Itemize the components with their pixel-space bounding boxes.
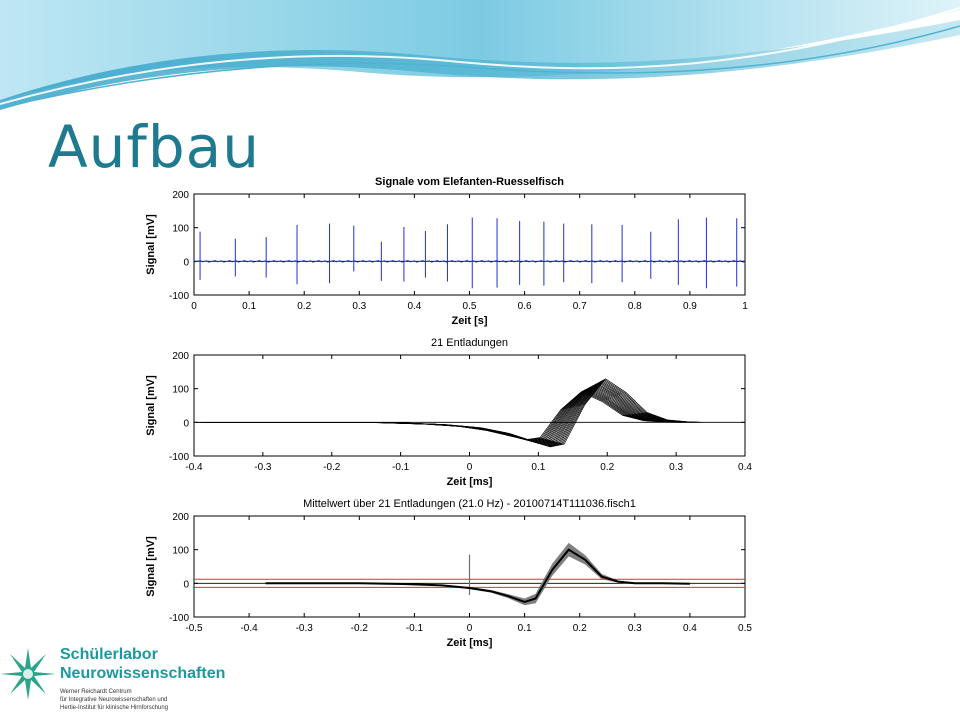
chart3-ytick-label: 100 — [172, 546, 189, 557]
chart1-xtick-label: 0.5 — [463, 301, 477, 312]
chart1-xtick-label: 0 — [191, 301, 197, 312]
chart2-discharge-trace — [219, 378, 703, 448]
chart3-ytick-label: 0 — [183, 579, 189, 590]
logo-title-2: Neurowissenschaften — [60, 665, 226, 682]
logo-subline-1: Werner Reichardt Centrum — [60, 689, 132, 695]
chart1-xtick-label: 0.4 — [407, 301, 421, 312]
chart3-ytick-label: 200 — [172, 512, 189, 523]
chart1-xtick-label: 0.2 — [297, 301, 311, 312]
chart1-ylabel: Signal [mV] — [145, 214, 157, 275]
chart3-xtick-label: 0.3 — [628, 623, 642, 634]
chart1-xtick-label: 0.9 — [683, 301, 697, 312]
logo: Schülerlabor Neurowissenschaften Werner … — [0, 638, 225, 720]
logo-star-icon — [0, 648, 56, 700]
chart2-xtick-label: 0.2 — [600, 462, 614, 473]
chart3-ylabel: Signal [mV] — [145, 536, 157, 597]
chart2-xtick-label: 0 — [467, 462, 473, 473]
chart3-xtick-label: 0.4 — [683, 623, 697, 634]
wave-decoration — [0, 0, 960, 110]
chart1-xtick-label: 0.8 — [628, 301, 642, 312]
chart3-xtick-label: 0 — [467, 623, 473, 634]
chart2-ylabel: Signal [mV] — [145, 375, 157, 436]
chart1-xtick-label: 0.1 — [242, 301, 256, 312]
chart3-xlabel: Zeit [ms] — [447, 637, 493, 649]
chart3-ytick-label: -100 — [169, 613, 189, 624]
chart2-ytick-label: 100 — [172, 385, 189, 396]
logo-subline-2: für Integrative Neurowissenschaften und — [60, 697, 168, 703]
logo-title-1: Schülerlabor — [60, 646, 158, 663]
chart1-xtick-label: 1 — [742, 301, 748, 312]
chart2-xtick-label: -0.4 — [185, 462, 203, 473]
chart2-ytick-label: 200 — [172, 351, 189, 362]
chart3-xtick-label: -0.4 — [240, 623, 258, 634]
chart3-xtick-label: 0.2 — [573, 623, 587, 634]
chart2-ytick-label: -100 — [169, 452, 189, 463]
chart2-ytick-label: 0 — [183, 418, 189, 429]
chart1-xtick-label: 0.7 — [573, 301, 587, 312]
chart1-xtick-label: 0.3 — [352, 301, 366, 312]
chart2-xtick-label: 0.3 — [669, 462, 683, 473]
chart2-xtick-label: -0.3 — [254, 462, 272, 473]
chart1-xtick-label: 0.6 — [518, 301, 532, 312]
chart3-xtick-label: 0.5 — [738, 623, 752, 634]
chart3-xtick-label: 0.1 — [518, 623, 532, 634]
chart1-ytick-label: 200 — [172, 190, 189, 201]
chart2-xlabel: Zeit [ms] — [447, 476, 493, 488]
chart3-xtick-label: -0.2 — [351, 623, 369, 634]
chart2-xtick-label: -0.2 — [323, 462, 341, 473]
chart3-xtick-label: -0.5 — [185, 623, 203, 634]
chart2-xtick-label: 0.1 — [531, 462, 545, 473]
chart1-title: Signale vom Elefanten-Ruesselfisch — [375, 176, 564, 188]
logo-subline-3: Hertie-Institut für klinische Hirnforsch… — [60, 705, 169, 711]
chart3-xtick-label: -0.1 — [406, 623, 424, 634]
chart1-xlabel: Zeit [s] — [451, 315, 487, 327]
chart1-ytick-label: 0 — [183, 257, 189, 268]
chart1-baseline — [193, 259, 746, 263]
chart3-xtick-label: -0.3 — [296, 623, 314, 634]
chart2-plot-area — [193, 354, 746, 457]
chart3-title: Mittelwert über 21 Entladungen (21.0 Hz)… — [303, 498, 636, 510]
slide-title: Aufbau — [48, 113, 260, 181]
chart2-xtick-label: -0.1 — [392, 462, 410, 473]
chart3-mean-line — [265, 548, 690, 603]
chart1-ytick-label: 100 — [172, 224, 189, 235]
chart2-xtick-label: 0.4 — [738, 462, 752, 473]
chart1-plot-area — [193, 193, 746, 296]
chart1-ytick-label: -100 — [169, 291, 189, 302]
chart2-title: 21 Entladungen — [431, 337, 508, 349]
